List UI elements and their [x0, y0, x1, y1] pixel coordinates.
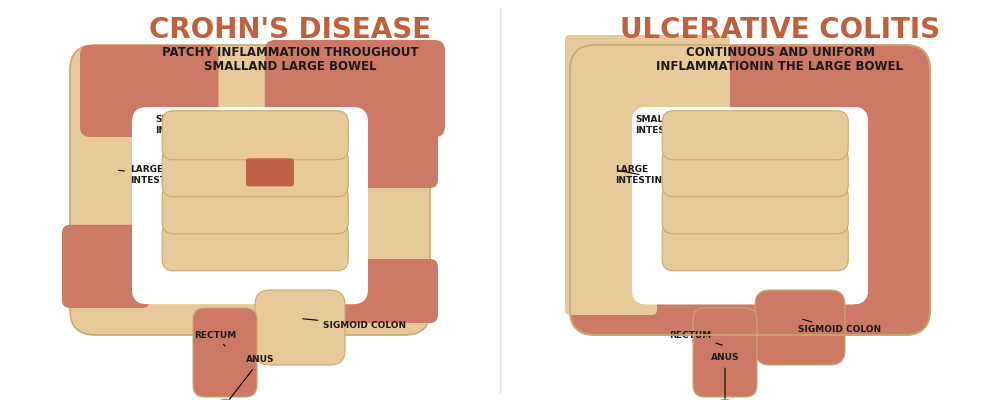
- FancyBboxPatch shape: [662, 222, 848, 271]
- Text: LARGE
INTESTINE: LARGE INTESTINE: [119, 165, 183, 185]
- Text: CONTINUOUS AND UNIFORM: CONTINUOUS AND UNIFORM: [686, 46, 874, 60]
- FancyBboxPatch shape: [132, 107, 368, 304]
- FancyBboxPatch shape: [662, 185, 848, 234]
- FancyBboxPatch shape: [162, 148, 348, 197]
- FancyBboxPatch shape: [565, 65, 657, 315]
- FancyBboxPatch shape: [255, 290, 345, 365]
- FancyBboxPatch shape: [340, 105, 438, 188]
- FancyBboxPatch shape: [632, 107, 868, 304]
- Ellipse shape: [217, 399, 233, 400]
- Text: SMALLAND LARGE BOWEL: SMALLAND LARGE BOWEL: [204, 60, 376, 74]
- Text: PATCHY INFLAMMATION THROUGHOUT: PATCHY INFLAMMATION THROUGHOUT: [162, 46, 418, 60]
- Text: SIGMOID COLON: SIGMOID COLON: [798, 319, 882, 334]
- Ellipse shape: [717, 399, 733, 400]
- Text: INFLAMMATIONIN THE LARGE BOWEL: INFLAMMATIONIN THE LARGE BOWEL: [656, 60, 904, 74]
- FancyBboxPatch shape: [193, 308, 257, 397]
- Text: SMALL
INTESTINE: SMALL INTESTINE: [155, 115, 212, 157]
- Text: ULCERATIVE COLITIS: ULCERATIVE COLITIS: [620, 16, 940, 44]
- Text: RECTUM: RECTUM: [194, 330, 236, 346]
- FancyBboxPatch shape: [80, 45, 218, 137]
- Text: LARGE
INTESTINE: LARGE INTESTINE: [615, 165, 668, 185]
- FancyBboxPatch shape: [340, 259, 438, 323]
- FancyBboxPatch shape: [570, 45, 930, 335]
- FancyBboxPatch shape: [632, 107, 868, 304]
- FancyBboxPatch shape: [62, 225, 150, 308]
- FancyBboxPatch shape: [755, 290, 845, 365]
- Text: SMALL
INTESTINE: SMALL INTESTINE: [635, 115, 712, 158]
- Text: SIGMOID COLON: SIGMOID COLON: [303, 319, 407, 330]
- FancyBboxPatch shape: [662, 148, 848, 197]
- FancyBboxPatch shape: [162, 222, 348, 271]
- FancyBboxPatch shape: [662, 111, 848, 160]
- FancyBboxPatch shape: [570, 45, 930, 335]
- Text: ANUS: ANUS: [227, 356, 274, 400]
- FancyBboxPatch shape: [70, 45, 430, 335]
- Text: ANUS: ANUS: [711, 354, 739, 400]
- FancyBboxPatch shape: [632, 107, 868, 304]
- FancyBboxPatch shape: [265, 40, 445, 137]
- Text: CROHN'S DISEASE: CROHN'S DISEASE: [149, 16, 431, 44]
- FancyBboxPatch shape: [162, 111, 348, 160]
- FancyBboxPatch shape: [693, 308, 757, 397]
- FancyBboxPatch shape: [162, 185, 348, 234]
- FancyBboxPatch shape: [246, 158, 294, 186]
- FancyBboxPatch shape: [565, 35, 730, 127]
- Text: RECTUM: RECTUM: [669, 330, 722, 345]
